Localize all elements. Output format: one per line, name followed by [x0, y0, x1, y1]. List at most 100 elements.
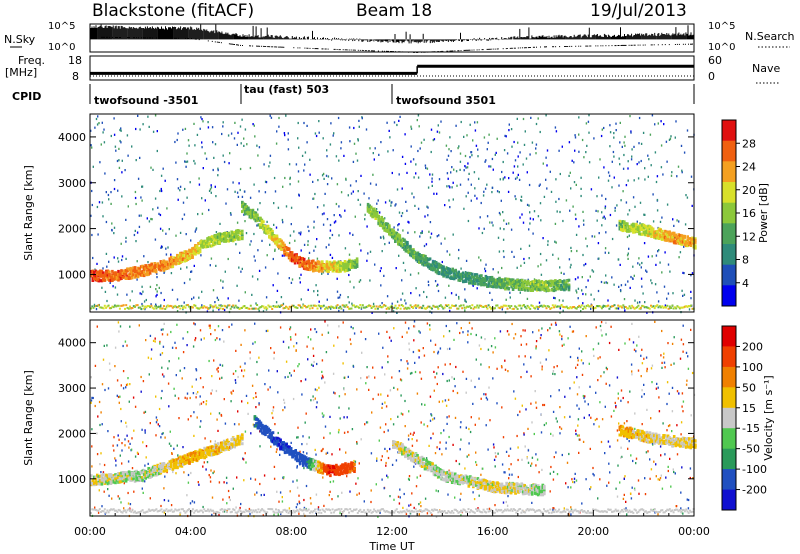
echo-point [360, 174, 362, 177]
range-gate-cell [313, 264, 317, 268]
echo-point [110, 202, 112, 205]
echo-point [257, 208, 259, 211]
range-gate-cell [409, 244, 412, 248]
echo-point [581, 289, 583, 292]
range-gate-cell [343, 262, 347, 265]
nsearch-sample [524, 47, 526, 49]
range-gate-cell [103, 274, 107, 278]
near-range-cell [135, 304, 138, 307]
range-gate-cell [427, 258, 430, 262]
nsearch-sample [350, 49, 352, 51]
echo-point [640, 142, 643, 145]
range-gate-cell [200, 239, 203, 243]
range-gate-cell [684, 241, 688, 245]
echo-point [430, 128, 433, 131]
echo-point [670, 135, 672, 138]
range-gate-cell [493, 282, 497, 286]
echo-point [673, 236, 675, 239]
near-range-cell [678, 307, 681, 310]
range-gate-cell [247, 212, 250, 216]
echo-point [405, 302, 407, 305]
echo-point [318, 120, 320, 123]
range-gate-cell [236, 229, 240, 232]
range-gate-cell [517, 287, 521, 291]
range-gate-cell [537, 279, 541, 283]
range-gate-cell [466, 274, 470, 278]
near-range-cell [600, 307, 603, 310]
echo-point [595, 209, 597, 212]
range-gate-cell [499, 285, 503, 289]
near-range-cell [632, 306, 635, 309]
near-range-cell [575, 307, 578, 310]
echo-point [421, 230, 423, 233]
range-gate-cell [626, 223, 629, 227]
echo-point [665, 140, 668, 143]
range-gate-cell [445, 270, 448, 274]
echo-point [437, 289, 440, 293]
echo-point [466, 166, 469, 169]
echo-point [485, 159, 487, 162]
echo-point [657, 250, 659, 253]
echo-point [449, 206, 451, 209]
nsearch-sample [555, 46, 557, 48]
range-gate-cell [331, 263, 335, 267]
echo-point [312, 180, 314, 183]
nsearch-sample [553, 46, 555, 48]
echo-point [404, 162, 407, 165]
echo-point [438, 234, 440, 237]
range-gate-cell [167, 266, 170, 270]
near-range-cell [530, 304, 533, 307]
echo-point [154, 114, 157, 117]
echo-point [322, 137, 324, 140]
near-range-cell [410, 306, 413, 308]
echo-point [425, 243, 428, 246]
range-gate-cell [343, 266, 347, 270]
near-range-cell [98, 306, 101, 309]
range-gate-cell [280, 247, 283, 251]
near-range-cell [180, 304, 183, 307]
echo-point [470, 199, 472, 202]
range-gate-cell [290, 259, 294, 263]
echo-point [326, 298, 328, 301]
echo-point [321, 213, 324, 216]
near-range-cell [465, 306, 467, 309]
near-range-cell [197, 307, 199, 310]
nsearch-sample [492, 48, 494, 50]
range-gate-cell [469, 272, 473, 276]
echo-point [212, 168, 214, 172]
echo-point [340, 141, 343, 144]
echo-point [672, 218, 674, 221]
echo-point [300, 249, 302, 252]
echo-point [537, 265, 539, 268]
range-gate-cell [546, 288, 550, 292]
near-range-cell [603, 305, 606, 307]
echo-point [388, 241, 390, 244]
nsearch-sample [433, 51, 435, 53]
echo-point [379, 236, 382, 239]
near-range-cell [629, 307, 632, 310]
echo-point [523, 143, 526, 146]
echo-point [115, 149, 117, 152]
echo-point [96, 205, 99, 209]
echo-point [205, 157, 208, 160]
echo-point [486, 183, 488, 186]
echo-point [613, 132, 615, 135]
near-range-cell [241, 306, 243, 309]
echo-point [677, 165, 680, 168]
echo-point [520, 195, 523, 198]
echo-point [558, 149, 560, 152]
range-gate-cell [398, 234, 402, 238]
echo-point [293, 230, 295, 233]
echo-point [98, 201, 101, 204]
echo-point [542, 237, 544, 240]
near-range-cell [590, 304, 593, 307]
nsearch-sample [565, 46, 567, 47]
range-gate-cell [91, 272, 95, 275]
near-range-cell [541, 305, 544, 308]
range-gate-cell [653, 234, 656, 238]
near-range-cell [107, 304, 110, 307]
range-gate-cell [219, 236, 223, 240]
echo-point [496, 190, 499, 193]
range-gate-cell [395, 234, 399, 238]
near-range-cell [505, 304, 508, 307]
